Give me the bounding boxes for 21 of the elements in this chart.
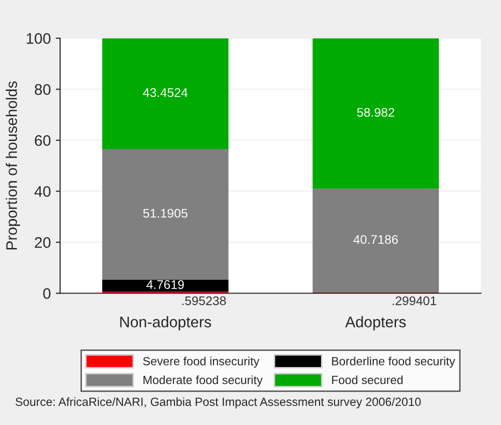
y-tick-label: 80: [34, 84, 50, 95]
x-tick-label: Non-adopters: [120, 316, 212, 330]
legend-label: Borderline food security: [332, 356, 456, 368]
data-label: 43.4524: [143, 88, 188, 98]
legend-label: Food secured: [332, 375, 403, 384]
y-axis-title: Proportion of households: [6, 81, 20, 250]
y-tick-label: 20: [34, 237, 50, 248]
legend-label: Severe food insecurity: [143, 356, 260, 368]
data-label: .595238: [182, 296, 226, 306]
y-tick-label: 60: [34, 135, 50, 146]
y-tick-label: 100: [26, 33, 50, 44]
y-tick-label: 40: [34, 186, 50, 197]
data-label: 4.7619: [146, 280, 184, 290]
x-tick-label: Adopters: [345, 316, 406, 330]
data-label: 58.982: [357, 108, 394, 117]
y-tick-label: 0: [43, 288, 50, 299]
data-label: 40.7186: [353, 235, 398, 244]
data-label: 51.1905: [143, 208, 188, 218]
legend-label: Moderate food security: [144, 375, 263, 386]
source-note: Source: AfricaRice/NARI, Gambia Post Impact Assessment survey 2006/2010: [16, 397, 421, 408]
data-label: .299401: [392, 296, 436, 306]
